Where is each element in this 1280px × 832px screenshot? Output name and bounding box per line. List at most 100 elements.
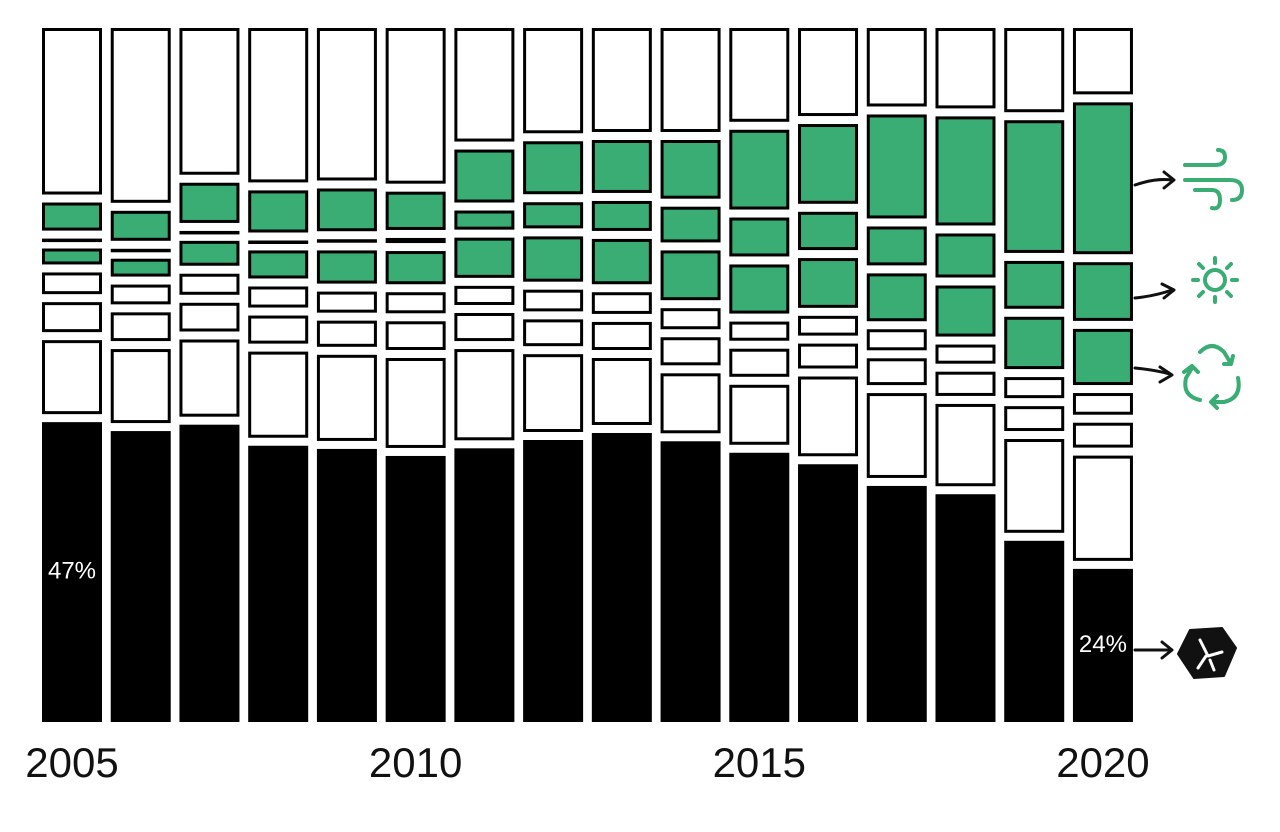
bar-segment — [798, 211, 859, 251]
bar-segment — [385, 28, 446, 184]
bar-segment — [935, 28, 996, 109]
bar-segment — [660, 441, 721, 722]
bar-segment — [316, 448, 377, 722]
bar-segment — [1072, 328, 1133, 386]
recycle-icon — [1182, 344, 1241, 410]
bar-segment — [866, 329, 927, 351]
bar-segment — [660, 308, 721, 330]
bar-segment — [935, 285, 996, 337]
bar-segment — [1072, 262, 1133, 321]
bar-segment — [935, 344, 996, 364]
bar-segment — [591, 321, 652, 350]
bar-segment — [454, 285, 515, 305]
bar-segment — [316, 250, 377, 284]
bar-segment — [729, 348, 790, 377]
bar-segment — [660, 206, 721, 243]
bar-segment — [866, 273, 927, 322]
bar-segment — [316, 28, 377, 181]
arrow-head — [1158, 365, 1174, 384]
bar-segment — [523, 202, 584, 229]
bar-segment — [866, 358, 927, 386]
bar-segment — [179, 273, 240, 295]
bar-segment — [42, 248, 102, 265]
bar-segment — [660, 373, 721, 434]
x-tick-label: 2010 — [369, 739, 462, 786]
bar-segment — [523, 141, 584, 195]
bar-segment — [523, 289, 584, 312]
bar-segment — [454, 312, 515, 342]
bar-segment — [798, 376, 859, 457]
icons — [1133, 148, 1244, 679]
bar-segment — [523, 319, 584, 347]
bar-segment — [42, 238, 102, 243]
bar-segment — [248, 28, 309, 183]
bar-segment — [385, 251, 446, 285]
bar-segment — [591, 28, 652, 132]
bar-segment — [660, 250, 721, 301]
bar-segment — [110, 210, 171, 241]
bar-segment — [523, 28, 584, 134]
bar-segment — [110, 349, 171, 424]
bar-segment — [248, 190, 309, 233]
bar-segment — [591, 200, 652, 231]
bar-segment — [660, 337, 721, 366]
arrow — [1133, 178, 1174, 187]
bar-segment — [42, 340, 102, 415]
bar-segment — [660, 28, 721, 132]
bar-segment — [454, 448, 515, 722]
bar-segment — [729, 264, 790, 314]
bar-segment — [866, 393, 927, 478]
bar-segment — [385, 455, 446, 722]
bar-segment — [866, 226, 927, 266]
bar-segment — [42, 202, 102, 231]
bar-segment — [798, 464, 859, 722]
bar-segment — [248, 315, 309, 344]
bar-segment — [179, 240, 240, 266]
bar-segment — [42, 272, 102, 295]
bar-segment — [798, 28, 859, 117]
bar-segment — [866, 28, 927, 107]
wind-icon — [1183, 148, 1244, 211]
bar-segment — [454, 349, 515, 441]
bar-segment — [385, 321, 446, 350]
bar-segment — [42, 422, 102, 722]
coal-icon — [1177, 627, 1237, 679]
bar-segment — [316, 354, 377, 441]
bar-segment — [248, 286, 309, 308]
bar-segment — [1004, 377, 1065, 399]
bar-segment — [1004, 316, 1065, 370]
bar-segment — [523, 354, 584, 433]
bar-segment — [454, 210, 515, 230]
bar-segment — [1004, 406, 1065, 432]
sun-icon — [1191, 256, 1239, 304]
bar-segment — [110, 312, 171, 342]
bar-segment — [248, 240, 309, 245]
bar-segment — [1072, 568, 1133, 722]
bars: 47% 2005 2010 2015 24% 2020 — [25, 28, 1150, 786]
bar-segment — [935, 403, 996, 487]
bar-segment — [729, 384, 790, 445]
bar-segment — [523, 440, 584, 722]
bar-segment — [110, 284, 171, 305]
value-label: 24% — [1079, 631, 1127, 658]
bar-segment — [385, 357, 446, 448]
bar-segment — [591, 292, 652, 314]
bar-segment — [729, 452, 790, 722]
bar-segment — [110, 258, 171, 277]
bar-segment — [729, 129, 790, 210]
bar-segment — [110, 28, 171, 203]
bar-segment — [798, 343, 859, 369]
x-tick-label: 2020 — [1056, 739, 1149, 786]
bar-segment — [1004, 540, 1065, 722]
arrow-head — [1160, 640, 1174, 660]
bar-segment — [248, 445, 309, 722]
bar-segment — [1072, 422, 1133, 448]
bar-segment — [798, 258, 859, 308]
bar-segment — [935, 494, 996, 723]
x-tick-label: 2005 — [25, 739, 118, 786]
arrow-head — [1162, 170, 1176, 190]
bar-segment — [454, 149, 515, 203]
bar-segment — [42, 28, 102, 195]
bar-segment — [935, 233, 996, 278]
